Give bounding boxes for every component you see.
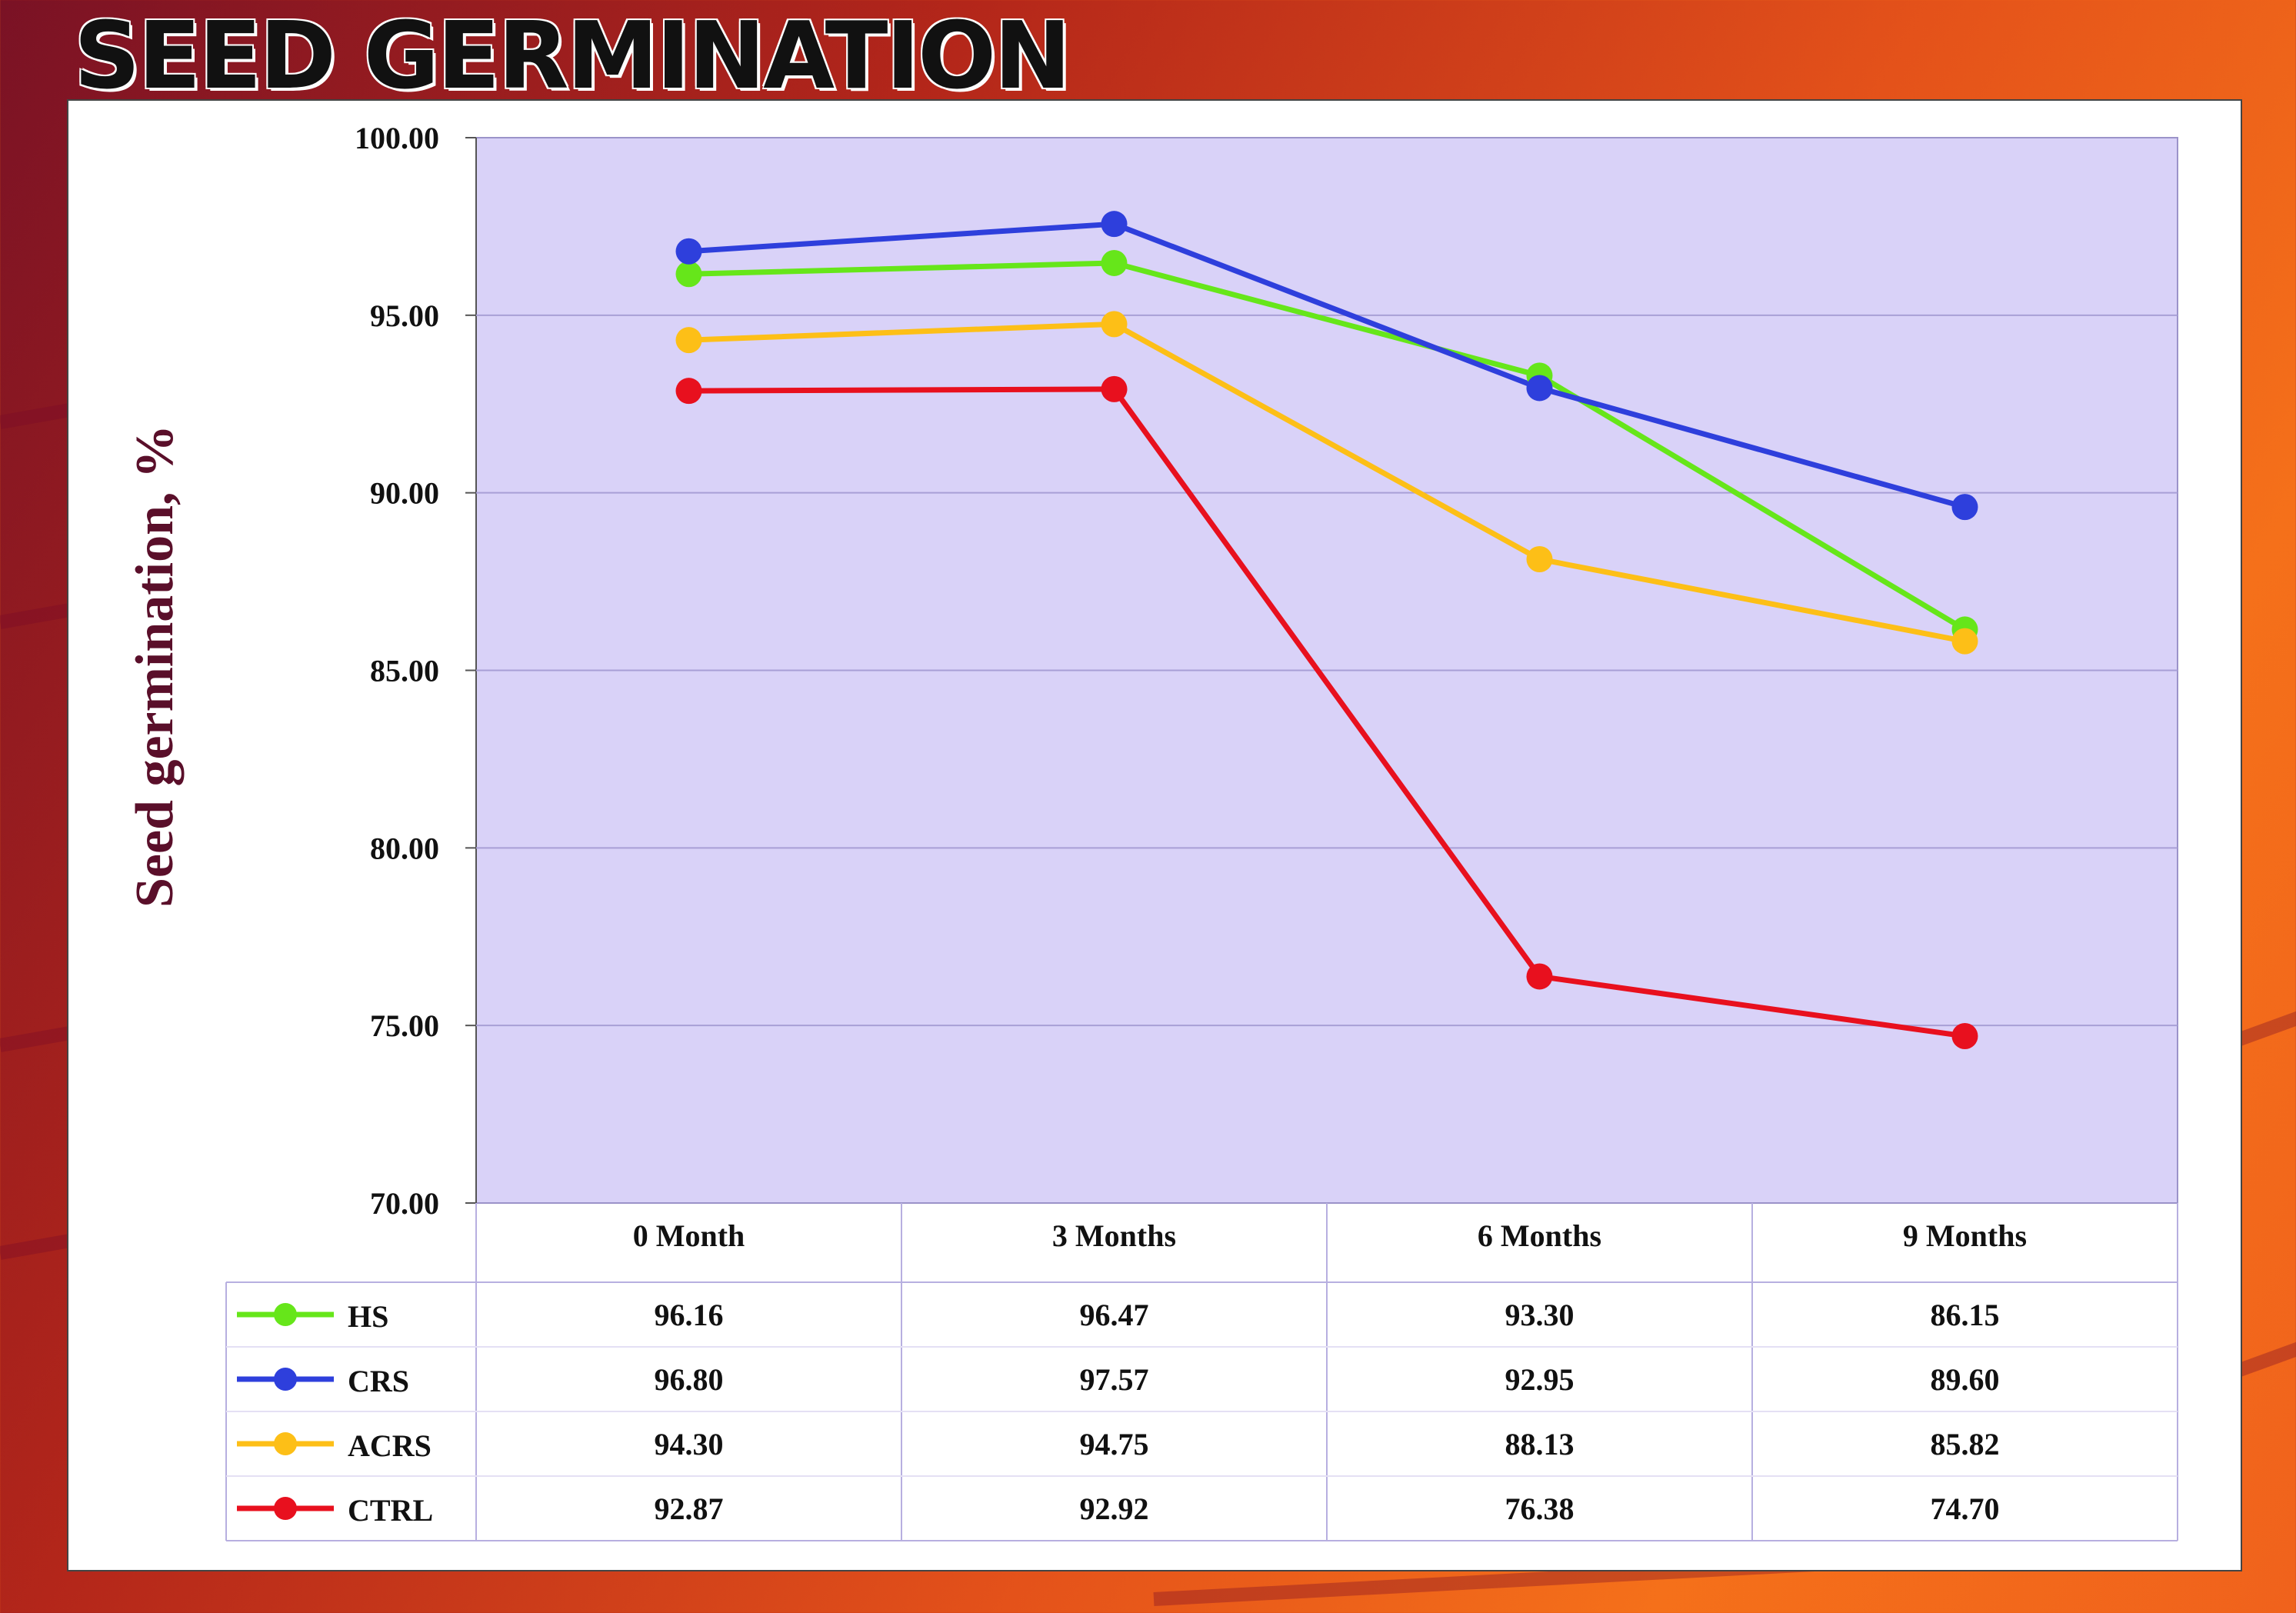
x-category-label: 3 Months (1052, 1218, 1176, 1253)
table-value: 96.47 (1080, 1298, 1149, 1332)
y-tick-label: 90.00 (370, 476, 439, 511)
table-value: 94.75 (1080, 1427, 1149, 1461)
series-line-crs (688, 221, 1966, 510)
series-line-acrs (688, 321, 1966, 645)
legend-marker-hs (274, 1303, 297, 1326)
table-value: 88.13 (1505, 1427, 1575, 1461)
legend-marker-acrs (274, 1432, 297, 1455)
legend-label-hs: HS (348, 1299, 388, 1334)
legend-label-ctrl: CTRL (348, 1493, 433, 1528)
legend-label-acrs: ACRS (348, 1428, 432, 1463)
legend-label-crs: CRS (348, 1364, 409, 1398)
slide-title: SEED GERMINATION (74, 3, 1071, 110)
table-value: 94.30 (655, 1427, 724, 1461)
chart-panel: 70.00 75.00 80.00 85.00 90.00 95.00 100.00 0 M… (67, 99, 2242, 1571)
x-category-label: 9 Months (1903, 1218, 2027, 1253)
data-point-ctrl (1951, 1023, 1978, 1050)
series-line-hs (688, 260, 1967, 632)
y-tick-label: 75.00 (370, 1008, 439, 1043)
y-axis-label: Seed germination, % (125, 425, 185, 908)
y-tick-label: 95.00 (370, 298, 439, 333)
data-point-acrs (675, 327, 702, 354)
data-point-crs (1101, 211, 1128, 238)
table-value: 96.80 (655, 1362, 724, 1397)
data-point-ctrl (1101, 375, 1128, 402)
data-point-crs (1951, 494, 1978, 521)
table-value: 92.87 (655, 1491, 724, 1526)
table-value: 76.38 (1505, 1491, 1575, 1526)
data-point-ctrl (1526, 963, 1553, 990)
table-value: 97.57 (1080, 1362, 1149, 1397)
data-point-hs (1101, 249, 1128, 276)
y-tick-label: 100.00 (355, 121, 439, 155)
data-point-acrs (1101, 311, 1128, 338)
data-point-crs (1526, 375, 1553, 402)
series-line-ctrl (688, 386, 1965, 1039)
table-value: 96.16 (655, 1298, 724, 1332)
y-tick-label: 80.00 (370, 831, 439, 865)
table-value: 74.70 (1931, 1491, 2000, 1526)
table-value: 89.60 (1931, 1362, 2000, 1397)
table-value: 86.15 (1931, 1298, 2000, 1332)
table-value: 85.82 (1931, 1427, 2000, 1461)
table-value: 93.30 (1505, 1298, 1575, 1332)
x-category-label: 6 Months (1478, 1218, 1601, 1253)
data-point-ctrl (675, 378, 702, 405)
legend-marker-ctrl (274, 1497, 297, 1520)
data-table: 0 Month 3 Months 6 Months 9 Months HS 96.16 96… (225, 1203, 2178, 1541)
data-point-hs (675, 261, 702, 288)
data-point-acrs (1526, 545, 1553, 572)
table-value: 92.92 (1080, 1491, 1149, 1526)
y-tick-label: 85.00 (370, 654, 439, 688)
x-category-label: 0 Month (633, 1218, 745, 1253)
table-value: 92.95 (1505, 1362, 1575, 1397)
data-point-crs (675, 238, 702, 265)
data-point-acrs (1951, 628, 1978, 655)
plot-area: 70.00 75.00 80.00 85.00 90.00 95.00 100.00 (355, 121, 2178, 1221)
y-tick-label: 70.00 (370, 1186, 439, 1221)
line-chart: 70.00 75.00 80.00 85.00 90.00 95.00 100.00 0 M… (125, 121, 2178, 1541)
legend-marker-crs (274, 1368, 297, 1391)
